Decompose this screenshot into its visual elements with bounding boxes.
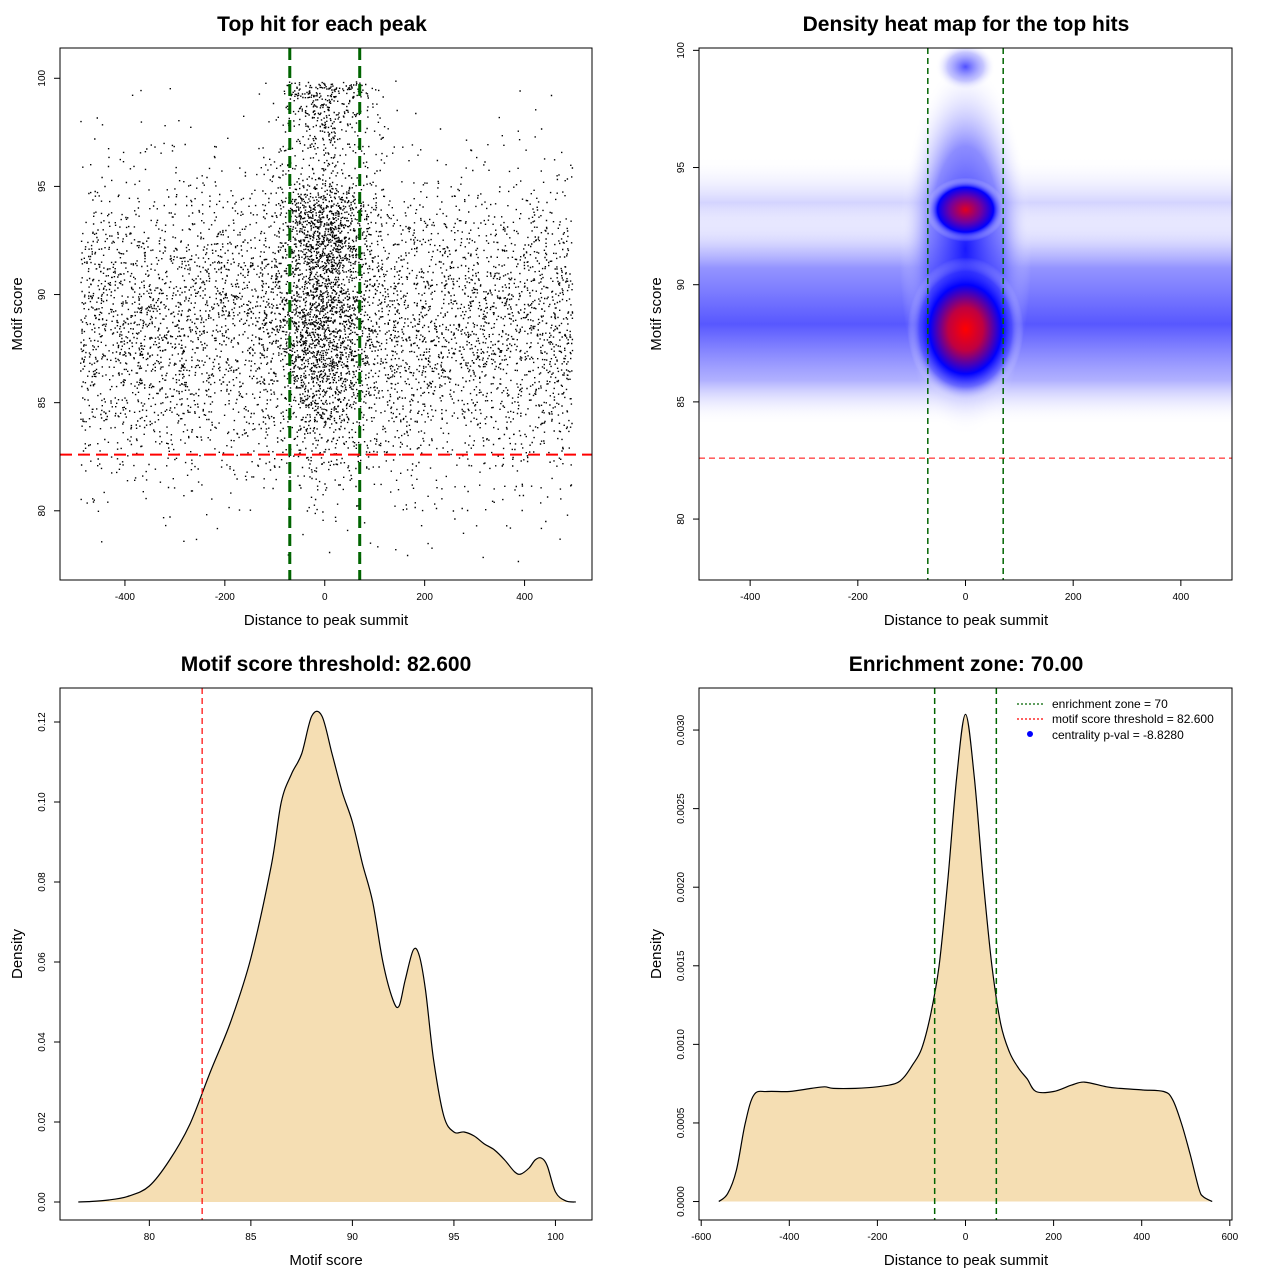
scatter-x-axis: -400 -200 0 200 400 xyxy=(115,580,533,603)
score-density-y-axis: 0.00 0.02 0.04 0.06 0.08 0.10 0.12 xyxy=(37,712,60,1212)
distance-density-y-tick-label: 0.0005 xyxy=(676,1107,687,1138)
score-density-x-tick-label: 85 xyxy=(245,1232,257,1243)
score-density-density-fill xyxy=(78,711,576,1202)
scatter-y-axis: 80 85 90 95 100 xyxy=(37,69,60,516)
legend-label-pval: centrality p-val = -8.8280 xyxy=(1052,728,1184,742)
distance-density-x-tick-label: -400 xyxy=(779,1232,799,1243)
heatmap-y-tick-label: 80 xyxy=(676,513,687,525)
distance-density-y-tick-label: 0.0025 xyxy=(676,793,687,824)
distance-density-x-tick-label: 600 xyxy=(1221,1232,1238,1243)
heatmap-x-tick-label: -200 xyxy=(848,592,868,603)
scatter-y-tick-label: 85 xyxy=(37,397,48,409)
distance-density-y-tick-label: 0.0010 xyxy=(676,1029,687,1060)
legend: enrichment zone = 70 motif score thresho… xyxy=(1017,697,1214,742)
score-density-y-tick-label: 0.12 xyxy=(37,712,48,732)
legend-label-threshold: motif score threshold = 82.600 xyxy=(1052,712,1214,726)
scatter-y-label: Motif score xyxy=(9,277,26,350)
scatter-x-tick-label: 400 xyxy=(516,592,533,603)
score-density-x-tick-label: 95 xyxy=(448,1232,460,1243)
score-density-density-line xyxy=(78,710,576,1203)
heatmap-hotspot xyxy=(925,177,1006,242)
score-density-y-tick-label: 0.00 xyxy=(37,1192,48,1212)
scatter-points xyxy=(80,80,574,563)
scatter-plot-frame xyxy=(59,47,593,581)
heatmap-hotspot xyxy=(907,257,1024,402)
heatmap-panel: Density heat map for the top hits -400 -2… xyxy=(648,13,1233,629)
scatter-point-cloud xyxy=(80,80,574,563)
scatter-x-tick-label: -200 xyxy=(215,592,235,603)
scatter-y-tick-label: 95 xyxy=(37,180,48,192)
heatmap-x-tick-label: -400 xyxy=(740,592,760,603)
score-density-y-tick-label: 0.04 xyxy=(37,1032,48,1052)
heatmap-density xyxy=(699,48,1232,580)
distance-density-x-tick-label: 200 xyxy=(1045,1232,1062,1243)
distance-density-y-tick-label: 0.0030 xyxy=(676,714,687,745)
scatter-x-tick-label: 0 xyxy=(322,592,328,603)
heatmap-x-label: Distance to peak summit xyxy=(884,612,1049,629)
heatmap-y-label: Motif score xyxy=(648,277,665,350)
heatmap-hotspot xyxy=(935,48,996,91)
distance-density-y-axis: 0.0000 0.0005 0.0010 0.0015 0.0020 0.0025 0.00… xyxy=(676,714,699,1217)
score-density-x-tick-label: 80 xyxy=(144,1232,156,1243)
scatter-panel: Top hit for each peak -400 -200 0 200 400 80… xyxy=(9,13,593,629)
score-density-panel: Motif score threshold: 82.600 80 85 90 95 10… xyxy=(9,653,593,1269)
heatmap-x-tick-label: 200 xyxy=(1065,592,1082,603)
distance-density-y-tick-label: 0.0000 xyxy=(676,1186,687,1217)
scatter-y-tick-label: 80 xyxy=(37,505,48,517)
heatmap-title: Density heat map for the top hits xyxy=(803,13,1130,36)
score-density-x-tick-label: 90 xyxy=(347,1232,359,1243)
distance-density-x-tick-label: -600 xyxy=(691,1232,711,1243)
distance-density-x-tick-label: 400 xyxy=(1133,1232,1150,1243)
score-density-x-label: Motif score xyxy=(289,1252,362,1269)
scatter-x-tick-label: 200 xyxy=(416,592,433,603)
score-density-y-tick-label: 0.06 xyxy=(37,952,48,972)
legend-label-enrichment: enrichment zone = 70 xyxy=(1052,697,1168,711)
scatter-title: Top hit for each peak xyxy=(217,13,427,36)
enrichment-zone-lines xyxy=(933,688,998,1220)
distance-density-title: Enrichment zone: 70.00 xyxy=(849,653,1084,676)
distance-density-curve xyxy=(718,713,1213,1203)
distance-density-x-tick-label: 0 xyxy=(963,1232,969,1243)
legend-point-pval xyxy=(1027,731,1033,737)
scatter-y-tick-label: 90 xyxy=(37,289,48,301)
distance-density-density-line xyxy=(718,713,1213,1203)
distance-density-x-axis: -600 -400 -200 0 200 400 600 xyxy=(691,1220,1239,1243)
heatmap-x-tick-label: 400 xyxy=(1173,592,1190,603)
distance-density-y-tick-label: 0.0015 xyxy=(676,950,687,981)
scatter-y-tick-label: 100 xyxy=(37,69,48,86)
heatmap-x-axis: -400 -200 0 200 400 xyxy=(740,580,1190,603)
score-density-y-tick-label: 0.10 xyxy=(37,792,48,812)
distance-density-density-fill xyxy=(718,714,1213,1202)
distance-density-y-tick-label: 0.0020 xyxy=(676,871,687,902)
scatter-x-tick-label: -400 xyxy=(115,592,135,603)
heatmap-x-tick-label: 0 xyxy=(963,592,969,603)
heatmap-y-tick-label: 95 xyxy=(676,162,687,174)
heatmap-y-tick-label: 85 xyxy=(676,396,687,408)
scatter-reference-lines xyxy=(60,48,592,580)
heatmap-y-tick-label: 90 xyxy=(676,279,687,291)
score-density-y-tick-label: 0.02 xyxy=(37,1112,48,1132)
distance-density-panel: Enrichment zone: 70.00 -600 -400 -200 0 200 4… xyxy=(648,653,1239,1269)
score-density-frame xyxy=(59,687,593,1221)
score-density-y-tick-label: 0.08 xyxy=(37,872,48,892)
heatmap-reference-lines xyxy=(699,48,1232,580)
distance-density-x-label: Distance to peak summit xyxy=(884,1252,1049,1269)
distance-density-x-tick-label: -200 xyxy=(867,1232,887,1243)
heatmap-y-tick-label: 100 xyxy=(676,42,687,59)
distance-density-y-label: Density xyxy=(648,928,665,979)
heatmap-y-axis: 80 85 90 95 100 xyxy=(676,42,699,525)
scatter-x-label: Distance to peak summit xyxy=(244,612,409,629)
score-density-x-axis: 80 85 90 95 100 xyxy=(144,1220,564,1243)
score-density-x-tick-label: 100 xyxy=(547,1232,564,1243)
score-density-y-label: Density xyxy=(9,928,26,979)
score-density-curve xyxy=(78,710,576,1203)
score-density-title: Motif score threshold: 82.600 xyxy=(181,653,472,676)
